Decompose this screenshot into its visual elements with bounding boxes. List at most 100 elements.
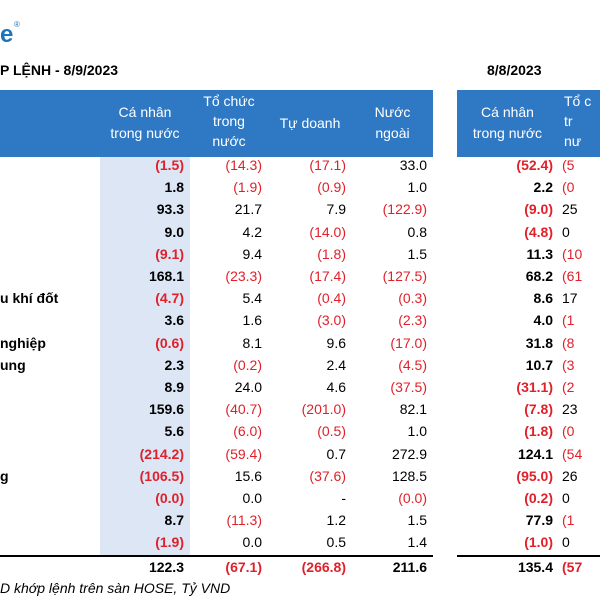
cell: 10.7 <box>525 356 553 373</box>
cell: (14.0) <box>309 223 346 240</box>
cell: (17.0) <box>390 334 427 351</box>
total-cell: (266.8) <box>301 559 346 575</box>
cell: 4.2 <box>242 223 262 240</box>
table-title: P LỆNH - 8/9/2023 <box>0 62 119 78</box>
cell: (0.4) <box>317 290 346 307</box>
column-header: Cá nhân <box>118 104 172 120</box>
footnote: D khớp lệnh trên sàn HOSE, Tỷ VND <box>0 580 231 596</box>
header-bg <box>0 90 433 157</box>
cell: (0.0) <box>398 490 427 506</box>
cell: 2.3 <box>164 356 184 373</box>
total-cell: 211.6 <box>392 559 427 575</box>
cell: 82.1 <box>399 401 427 418</box>
cell: (4.7) <box>155 290 184 307</box>
cell: 24.0 <box>234 379 262 395</box>
cell: 0 <box>562 490 570 506</box>
cell: (1.8) <box>524 423 553 440</box>
cell: (3 <box>562 356 575 373</box>
cell: (40.7) <box>225 401 262 418</box>
cell: 15.6 <box>234 467 262 484</box>
cell: (17.1) <box>309 157 346 173</box>
cell: (54 <box>562 445 583 462</box>
column-header: trong nước <box>472 125 543 141</box>
cell: 2.4 <box>326 356 346 373</box>
cell: (1.5) <box>155 157 184 173</box>
cell: 1.0 <box>407 179 427 196</box>
cell: (1.9) <box>233 179 262 196</box>
column-shade <box>100 157 190 555</box>
cell: (0.2) <box>233 356 262 373</box>
logo: e <box>0 21 14 48</box>
cell: (2 <box>562 379 575 395</box>
total-cell: (57 <box>562 559 583 575</box>
cell: (2.3) <box>398 312 427 329</box>
cell: 4.0 <box>533 312 553 329</box>
cell: 0 <box>562 223 570 240</box>
cell: (1.9) <box>155 534 184 551</box>
cell: 8.1 <box>242 334 262 351</box>
table-title: 8/8/2023 <box>487 62 542 78</box>
row-label: nghiệp <box>0 334 46 351</box>
cell: (0.0) <box>155 490 184 506</box>
cell: 8.7 <box>164 512 184 529</box>
cell: 11.3 <box>526 245 553 262</box>
cell: (4.8) <box>524 223 553 240</box>
row-label: ung <box>0 356 26 373</box>
cell: 124.1 <box>517 445 553 462</box>
cell: (9.0) <box>524 201 553 218</box>
cell: (0 <box>562 423 575 440</box>
cell: 7.9 <box>326 201 346 218</box>
column-header: Cá nhân <box>481 104 534 120</box>
cell: 2.2 <box>533 179 553 196</box>
cell: 23 <box>562 401 578 418</box>
cell: 0.0 <box>242 534 262 551</box>
total-cell: (67.1) <box>225 559 262 575</box>
row-label: u khí đốt <box>0 290 59 307</box>
column-header: nước <box>212 133 246 149</box>
cell: (0.9) <box>317 179 346 196</box>
cell: (106.5) <box>139 467 184 484</box>
cell: 128.5 <box>391 467 427 484</box>
cell: (1 <box>562 512 575 529</box>
cell: 1.5 <box>407 245 427 262</box>
cell: (214.2) <box>139 445 184 462</box>
cell: (10 <box>562 245 583 262</box>
cell: 31.8 <box>525 334 553 351</box>
cell: (11.3) <box>226 512 262 529</box>
cell: 21.7 <box>234 201 262 218</box>
cell: 4.6 <box>326 379 346 395</box>
cell: (1 <box>562 312 575 329</box>
cell: (0 <box>562 179 575 196</box>
column-header: Tự doanh <box>279 115 341 131</box>
cell: (31.1) <box>516 379 553 395</box>
total-cell: 122.3 <box>148 559 184 575</box>
cell: (0.5) <box>317 423 346 440</box>
cell: 1.6 <box>242 312 262 329</box>
column-header: Nước <box>374 104 411 120</box>
column-header: Tổ c <box>564 93 592 109</box>
cell: (95.0) <box>516 467 553 484</box>
cell: (59.4) <box>225 445 262 462</box>
cell: 0.7 <box>326 445 346 462</box>
cell: 26 <box>562 467 578 484</box>
cell: 9.0 <box>164 223 184 240</box>
cell: (9.1) <box>155 245 184 262</box>
cell: (4.5) <box>398 356 427 373</box>
cell: 0 <box>562 534 570 551</box>
cell: (23.3) <box>225 268 262 284</box>
cell: (1.0) <box>524 534 553 551</box>
cell: 1.8 <box>164 179 184 196</box>
column-header: trong <box>213 113 245 129</box>
cell: 1.2 <box>326 512 346 529</box>
cell: (1.8) <box>317 245 346 262</box>
column-header: Tổ chức <box>203 93 255 109</box>
cell: (37.6) <box>309 467 346 484</box>
cell: (6.0) <box>233 423 262 440</box>
cell: 68.2 <box>525 268 553 284</box>
cell: (5 <box>562 157 575 173</box>
cell: (122.9) <box>382 201 427 218</box>
cell: (0.2) <box>524 490 553 506</box>
cell: 1.0 <box>407 423 427 440</box>
logo-mark: ® <box>14 20 20 29</box>
